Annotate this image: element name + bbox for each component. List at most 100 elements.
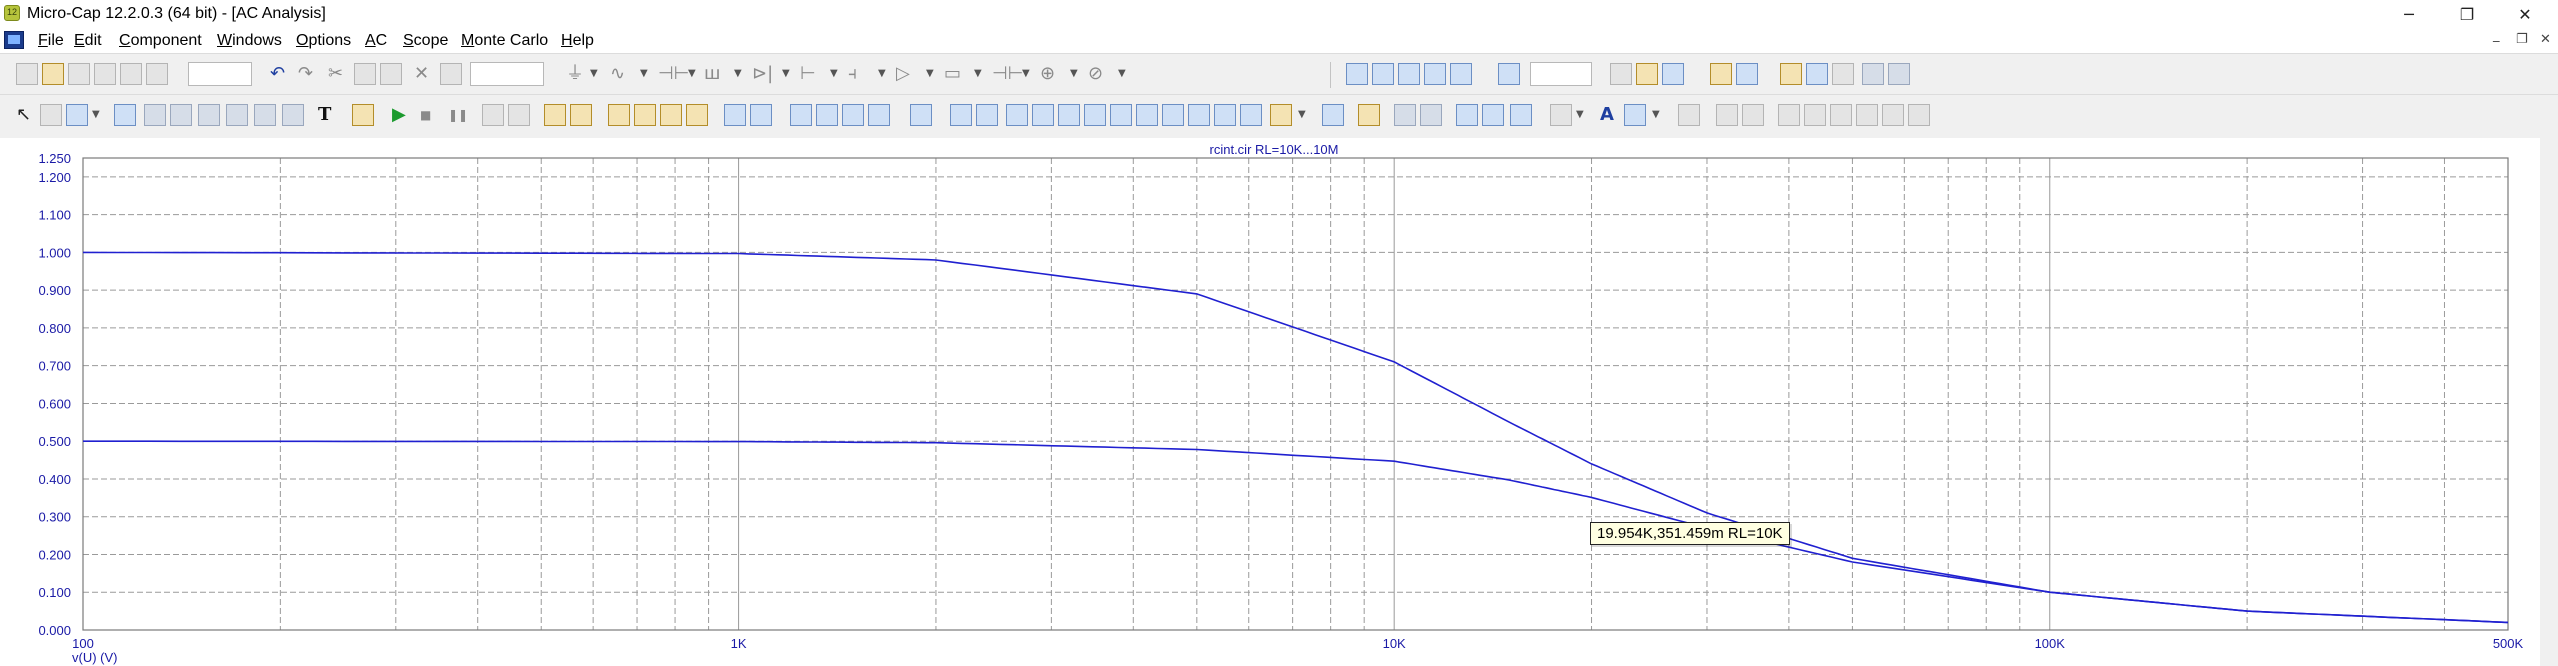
cursor-high-icon[interactable] (1006, 104, 1028, 126)
close-button[interactable]: ✕ (2518, 4, 2532, 24)
zoom-minus-icon[interactable] (1482, 104, 1504, 126)
stop-icon[interactable]: ■ (420, 108, 432, 122)
fit-width-icon[interactable] (1394, 104, 1416, 126)
dropdown-arrow-icon[interactable]: ▼ (1070, 68, 1078, 79)
zoom-region-icon[interactable] (66, 104, 88, 126)
align-center-icon[interactable] (1804, 104, 1826, 126)
restore-button[interactable]: ❐ (2459, 4, 2475, 24)
resistor-component-icon[interactable]: ∿ (610, 63, 626, 84)
library-icon[interactable] (1636, 63, 1658, 85)
tools-icon[interactable] (1832, 63, 1854, 85)
menu-component[interactable]: Component (119, 32, 202, 49)
zoom-fit-icon[interactable] (842, 104, 864, 126)
toolbar-combo-3[interactable] (1530, 62, 1592, 86)
transistor-component-icon[interactable]: ⊢ (800, 63, 816, 84)
scale-icon[interactable] (144, 104, 166, 126)
font-style-icon[interactable] (1624, 104, 1646, 126)
cursor-slope-icon[interactable] (1136, 104, 1158, 126)
component-editor-icon[interactable] (1610, 63, 1632, 85)
macro-component-icon[interactable]: ▭ (944, 63, 962, 84)
restore-limits-icon[interactable] (198, 104, 220, 126)
font-icon[interactable]: A (1600, 104, 1614, 125)
diode-component-icon[interactable]: ⊳| (752, 63, 774, 84)
optimize-icon[interactable] (508, 104, 530, 126)
mdi-minimize-button[interactable]: _ (2493, 28, 2500, 43)
zoom-window-icon[interactable] (1510, 104, 1532, 126)
limits-icon[interactable] (352, 104, 374, 126)
menu-monte-carlo[interactable]: Monte Carlo (461, 32, 549, 49)
cursor-bottom-icon[interactable] (1188, 104, 1210, 126)
group-icon[interactable] (1716, 104, 1738, 126)
title-block-icon[interactable] (1678, 104, 1700, 126)
dropdown-arrow-icon[interactable]: ▼ (926, 68, 934, 79)
align-middle-icon[interactable] (1882, 104, 1904, 126)
mdi-restore-button[interactable]: ❐ (2516, 32, 2528, 47)
menu-ac[interactable]: AC (365, 32, 388, 49)
opamp-component-icon[interactable]: ▷ (896, 63, 910, 84)
toolbar-combo-2[interactable] (470, 62, 544, 86)
dropdown-arrow-icon[interactable]: ▼ (734, 68, 742, 79)
zoom-out-icon[interactable] (816, 104, 838, 126)
dropdown-arrow-icon[interactable]: ▼ (1652, 109, 1660, 120)
dropdown-arrow-icon[interactable]: ▼ (640, 68, 648, 79)
cursor-global-high-icon[interactable] (1084, 104, 1106, 126)
menu-options[interactable]: Options (296, 32, 352, 49)
graph-icon[interactable] (254, 104, 276, 126)
calculator-icon[interactable] (1498, 63, 1520, 85)
print-preview-icon[interactable] (120, 63, 142, 85)
function-icon[interactable] (282, 104, 304, 126)
zoom-in-icon[interactable] (790, 104, 812, 126)
maximize-window-icon[interactable] (1450, 63, 1472, 85)
pause-icon[interactable]: ❚❚ (448, 108, 469, 122)
cursor-global-low-icon[interactable] (1110, 104, 1132, 126)
state-variables-icon[interactable] (1736, 63, 1758, 85)
numeric-output-icon[interactable] (1780, 63, 1802, 85)
save-all-icon[interactable] (94, 63, 116, 85)
dropdown-arrow-icon[interactable]: ▼ (1118, 68, 1126, 79)
ungroup-icon[interactable] (1742, 104, 1764, 126)
tile-horizontal-icon[interactable] (1398, 63, 1420, 85)
paste-icon[interactable] (380, 63, 402, 85)
auto-scale-icon[interactable] (170, 104, 192, 126)
plot-properties-icon[interactable] (910, 104, 932, 126)
tokens-icon[interactable] (634, 104, 656, 126)
analysis-limits-icon[interactable] (1710, 63, 1732, 85)
dropdown-arrow-icon[interactable]: ▼ (878, 68, 886, 79)
inductor-component-icon[interactable]: ꟺ (704, 63, 721, 84)
menu-edit[interactable]: Edit (74, 32, 102, 49)
print-icon[interactable] (146, 63, 168, 85)
source-component-icon[interactable]: ⊕ (1040, 63, 1056, 84)
dropdown-arrow-icon[interactable]: ▼ (590, 68, 598, 79)
mosfet-component-icon[interactable]: ⫞ (848, 63, 857, 84)
plot-window[interactable]: 0.000 0.100 0.200 0.300 0.400 0.500 0.600 0.700… (0, 138, 2558, 666)
battery-component-icon[interactable]: ⊣⊢ (992, 63, 1024, 84)
performance-icon[interactable] (1358, 104, 1380, 126)
redo-icon[interactable]: ↷ (298, 63, 314, 84)
plot-window-icon[interactable] (1862, 63, 1884, 85)
zoom-plus-icon[interactable] (1456, 104, 1478, 126)
align-right-icon[interactable] (1830, 104, 1852, 126)
cursor-peak-icon[interactable] (950, 104, 972, 126)
cursor-valley-icon[interactable] (976, 104, 998, 126)
ruler-icon[interactable] (660, 104, 682, 126)
cursor-top-icon[interactable] (1162, 104, 1184, 126)
stepping-icon[interactable] (482, 104, 504, 126)
cut-icon[interactable]: ✂ (328, 63, 344, 84)
horizontal-tag-icon[interactable] (724, 104, 746, 126)
zoom-reset-icon[interactable] (868, 104, 890, 126)
tile-vertical-icon[interactable] (1372, 63, 1394, 85)
undo-icon[interactable]: ↶ (270, 63, 286, 84)
toolbar-combo-1[interactable] (188, 62, 252, 86)
globe-icon[interactable] (1662, 63, 1684, 85)
dropdown-arrow-icon[interactable]: ▼ (1576, 109, 1584, 120)
align-bottom-icon[interactable] (1908, 104, 1930, 126)
probe-icon[interactable] (1806, 63, 1828, 85)
ground-component-icon[interactable]: ⏚ (566, 63, 584, 84)
menu-windows[interactable]: Windows (217, 32, 282, 49)
image-tool-icon[interactable] (114, 104, 136, 126)
menu-help[interactable]: Help (561, 32, 594, 49)
delete-icon[interactable]: ✕ (414, 63, 430, 84)
save-curve-icon[interactable] (1322, 104, 1344, 126)
copy-box-icon[interactable] (440, 63, 462, 85)
copy-icon[interactable] (354, 63, 376, 85)
